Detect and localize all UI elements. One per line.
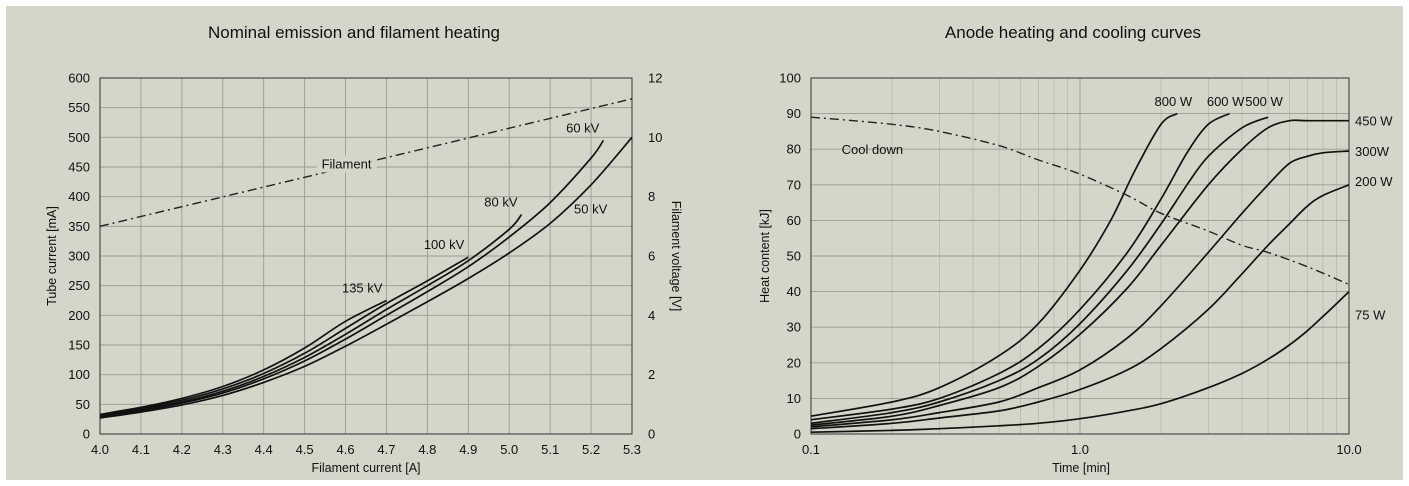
right-series-200-w-label: 200 W bbox=[1355, 174, 1393, 189]
right-chart-title: Anode heating and cooling curves bbox=[945, 23, 1201, 42]
left-series-100-kv-label: 100 kV bbox=[424, 237, 465, 252]
left-chart-title: Nominal emission and filament heating bbox=[208, 23, 500, 42]
left-y2-tick-label: 12 bbox=[648, 71, 662, 86]
right-y-tick-label: 0 bbox=[794, 427, 801, 442]
left-x-tick-label: 4.5 bbox=[296, 442, 314, 457]
left-x-tick-label: 4.6 bbox=[336, 442, 354, 457]
left-y2-tick-label: 10 bbox=[648, 130, 662, 145]
right-y-tick-label: 90 bbox=[787, 106, 801, 121]
left-series-60-kv-label: 60 kV bbox=[566, 120, 600, 135]
right-series-600-w-label: 600 W bbox=[1207, 94, 1245, 109]
right-series-cool-down-line bbox=[810, 116, 1350, 286]
left-series-50-kv-label: 50 kV bbox=[574, 201, 608, 216]
left-y-tick-label: 250 bbox=[68, 278, 90, 293]
left-y-tick-label: 600 bbox=[68, 71, 90, 86]
right-y-tick-label: 30 bbox=[787, 320, 801, 335]
left-x-tick-label: 5.1 bbox=[541, 442, 559, 457]
left-y-axis-label: Tube current [mA] bbox=[45, 206, 59, 306]
left-series-50-kv-line bbox=[99, 136, 633, 419]
left-x-tick-label: 4.0 bbox=[91, 442, 109, 457]
right-plot-frame bbox=[810, 77, 1350, 435]
left-y-tick-label: 50 bbox=[76, 397, 90, 412]
right-series-500-w-label: 500 W bbox=[1245, 94, 1283, 109]
left-x-tick-label: 5.3 bbox=[623, 442, 641, 457]
left-y2-tick-label: 4 bbox=[648, 308, 655, 323]
left-y2-tick-label: 6 bbox=[648, 249, 655, 264]
left-y-tick-label: 400 bbox=[68, 189, 90, 204]
right-series-500-w-line bbox=[810, 116, 1269, 425]
right-series-450-w-label: 450 W bbox=[1355, 114, 1393, 129]
left-y-tick-label: 0 bbox=[83, 427, 90, 442]
right-series-600-w-line bbox=[810, 112, 1230, 421]
right-y-tick-label: 20 bbox=[787, 355, 801, 370]
left-y-tick-label: 150 bbox=[68, 338, 90, 353]
left-y-tick-label: 300 bbox=[68, 249, 90, 264]
left-series-filament-label: Filament bbox=[322, 156, 372, 171]
right-series-800-w-line bbox=[810, 112, 1178, 418]
left-y-tick-label: 200 bbox=[68, 308, 90, 323]
right-series-300w-label: 300W bbox=[1355, 144, 1390, 159]
left-series-135-kv-line bbox=[99, 299, 387, 416]
left-x-tick-label: 4.3 bbox=[214, 442, 232, 457]
left-y-tick-label: 550 bbox=[68, 100, 90, 115]
right-series-200-w-line bbox=[810, 184, 1350, 430]
right-x-tick-label: 0.1 bbox=[802, 442, 820, 457]
left-y-tick-label: 500 bbox=[68, 130, 90, 145]
left-x-tick-label: 5.0 bbox=[500, 442, 518, 457]
left-y-tick-label: 350 bbox=[68, 219, 90, 234]
right-series-300w-line bbox=[810, 150, 1350, 428]
left-x-tick-label: 4.9 bbox=[459, 442, 477, 457]
right-series-75-w-line bbox=[810, 290, 1350, 434]
right-y-tick-label: 80 bbox=[787, 142, 801, 157]
right-x-tick-label: 1.0 bbox=[1071, 442, 1089, 457]
left-x-tick-label: 4.7 bbox=[377, 442, 395, 457]
right-x-axis-label: Time [min] bbox=[1052, 461, 1110, 475]
right-y-tick-label: 50 bbox=[787, 249, 801, 264]
left-y2-tick-label: 2 bbox=[648, 367, 655, 382]
left-plot-frame bbox=[99, 77, 633, 435]
left-filament-label-backdrop bbox=[316, 155, 377, 173]
left-x-tick-label: 4.4 bbox=[255, 442, 273, 457]
left-x-tick-label: 5.2 bbox=[582, 442, 600, 457]
right-y-tick-label: 40 bbox=[787, 284, 801, 299]
right-series-cool-down-label: Cool down bbox=[842, 142, 903, 157]
left-y-tick-label: 100 bbox=[68, 367, 90, 382]
right-y-tick-label: 10 bbox=[787, 391, 801, 406]
right-series-800-w-label: 800 W bbox=[1155, 94, 1193, 109]
left-y2-axis-label: Filament voltage [V] bbox=[669, 201, 683, 311]
left-series-100-kv-line bbox=[99, 256, 469, 417]
right-series-75-w-label: 75 W bbox=[1355, 308, 1386, 323]
left-x-tick-label: 4.2 bbox=[173, 442, 191, 457]
left-x-tick-label: 4.8 bbox=[418, 442, 436, 457]
left-x-tick-label: 4.1 bbox=[132, 442, 150, 457]
left-series-80-kv-label: 80 kV bbox=[484, 194, 518, 209]
right-y-tick-label: 100 bbox=[779, 71, 801, 86]
right-series-450-w-line bbox=[810, 119, 1349, 426]
left-y2-tick-label: 0 bbox=[648, 427, 655, 442]
left-series-80-kv-line bbox=[99, 213, 523, 418]
left-y-tick-label: 450 bbox=[68, 160, 90, 175]
right-y-tick-label: 60 bbox=[787, 213, 801, 228]
right-x-tick-label: 10.0 bbox=[1336, 442, 1361, 457]
left-x-axis-label: Filament current [A] bbox=[311, 461, 420, 475]
left-series-135-kv-label: 135 kV bbox=[342, 281, 383, 296]
left-y2-tick-label: 8 bbox=[648, 189, 655, 204]
left-series-60-kv-line bbox=[99, 139, 605, 418]
right-y-axis-label: Heat content [kJ] bbox=[758, 209, 772, 303]
right-y-tick-label: 70 bbox=[787, 177, 801, 192]
